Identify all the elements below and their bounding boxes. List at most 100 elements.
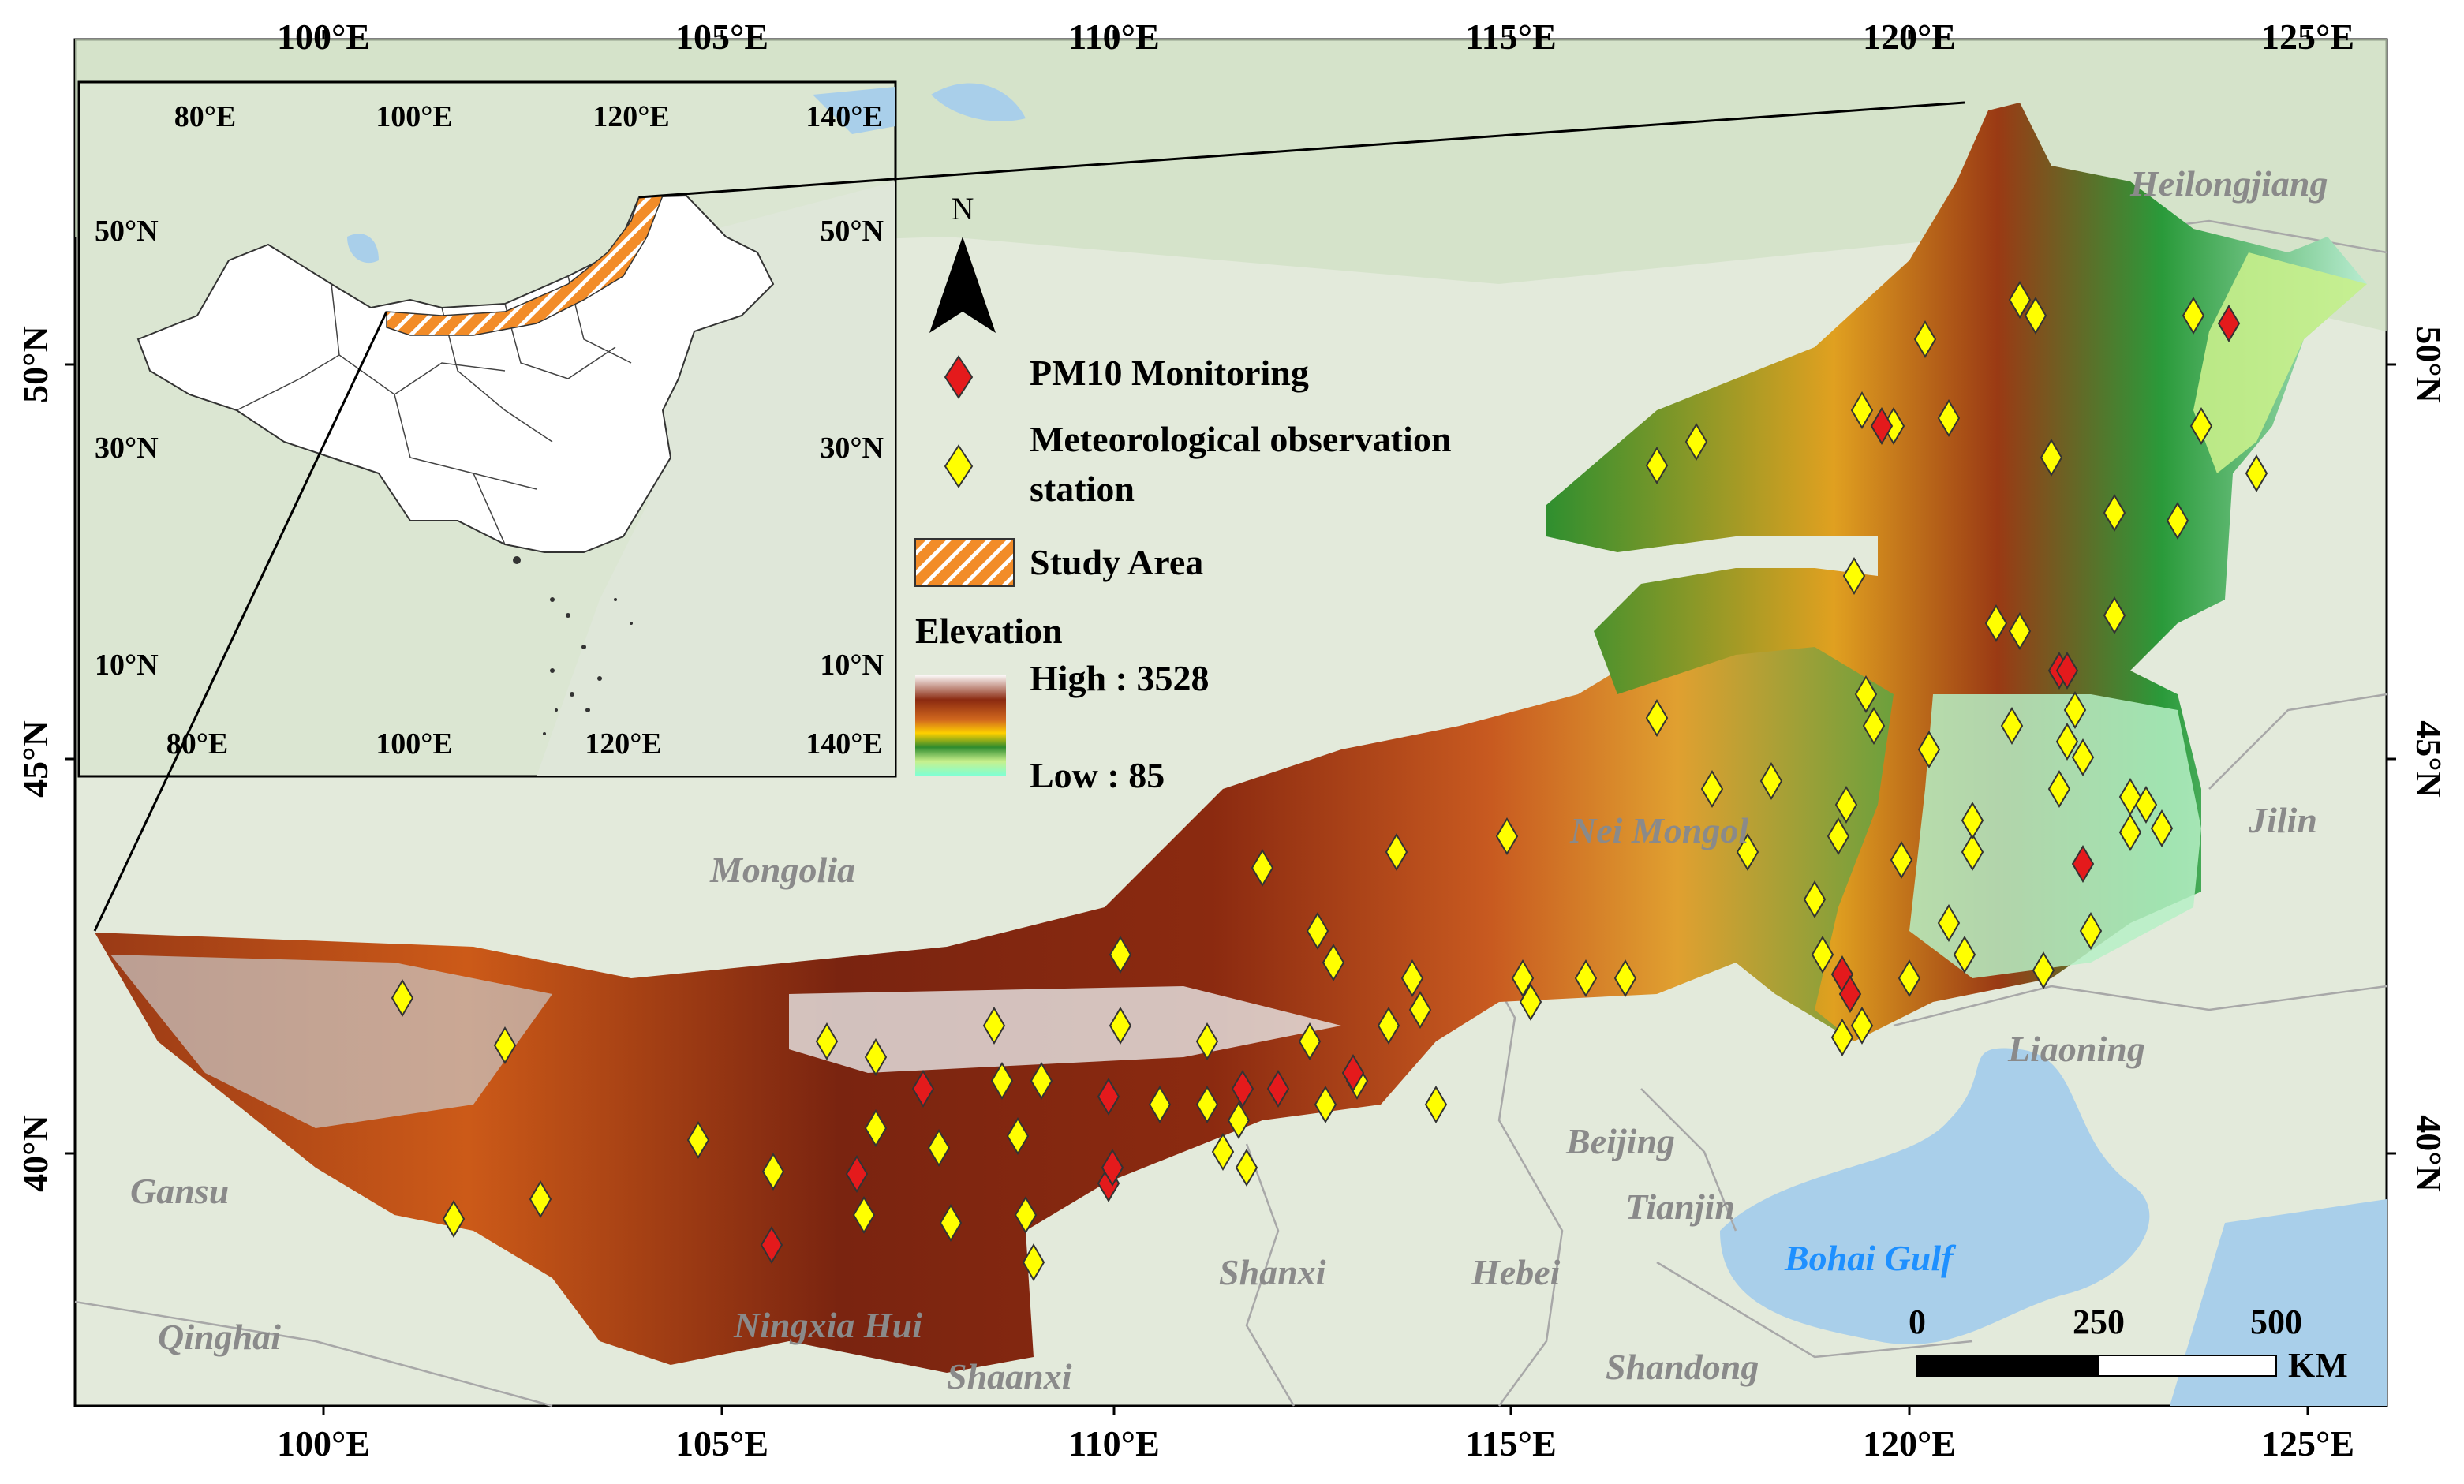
inset-sea bbox=[537, 181, 895, 776]
region-label: Jilin bbox=[2248, 800, 2317, 840]
met-station-marker bbox=[1574, 959, 1598, 997]
met-station-marker bbox=[1827, 817, 1850, 855]
bottom-tick-label: 115°E bbox=[1465, 1423, 1557, 1463]
sea-east-water bbox=[2170, 1199, 2387, 1406]
met-station-marker bbox=[1700, 770, 1724, 808]
met-station-marker bbox=[1759, 762, 1783, 800]
pm10-legend-icon bbox=[944, 355, 974, 399]
inset-study-area bbox=[386, 195, 664, 336]
met-station-marker bbox=[1811, 936, 1834, 974]
study-area-terrain bbox=[95, 103, 2367, 1373]
bottom-tick-label: 100°E bbox=[277, 1423, 370, 1463]
terrain-east-yellow bbox=[2193, 252, 2367, 473]
met-station-marker bbox=[1850, 1007, 1874, 1045]
met-station-marker bbox=[982, 1007, 1006, 1045]
met-station-marker bbox=[1854, 675, 1878, 713]
region-label: Qinghai bbox=[158, 1317, 281, 1357]
left-tick-label: 50°N bbox=[15, 326, 55, 403]
met-station-marker bbox=[2103, 494, 2126, 532]
elevation-title: Elevation bbox=[915, 611, 1063, 651]
outer-ticks bbox=[65, 30, 2396, 1415]
inset-water-north bbox=[813, 87, 895, 134]
scale-label: 0 bbox=[1909, 1303, 1926, 1341]
met-station-marker bbox=[815, 1022, 839, 1060]
lake-north bbox=[931, 83, 1026, 121]
met-station-marker bbox=[1961, 833, 1984, 871]
met-station-marker bbox=[2024, 297, 2047, 335]
elevation-ramp bbox=[915, 675, 1006, 776]
met-station-marker bbox=[1022, 1243, 1045, 1281]
pm10-station-marker bbox=[2055, 652, 2079, 690]
elevation-low-label: Low : 85 bbox=[1030, 755, 1165, 795]
met-station-marker bbox=[1377, 1007, 1400, 1045]
met-station-marker bbox=[1424, 1086, 1448, 1123]
met-station-marker bbox=[1511, 959, 1535, 997]
met-station-marker bbox=[1984, 604, 2008, 642]
pm10-station-marker bbox=[2071, 845, 2095, 883]
met-station-marker bbox=[2008, 612, 2032, 650]
terrain-west bbox=[95, 584, 1957, 1373]
met-station-marker bbox=[1195, 1022, 1219, 1060]
met-station-marker bbox=[2166, 502, 2189, 540]
scale-label: 500 bbox=[2250, 1303, 2302, 1341]
right-tick-label: 45°N bbox=[2409, 720, 2449, 798]
met-station-marker bbox=[1298, 1022, 1322, 1060]
met-station-marker bbox=[1006, 1117, 1030, 1155]
study-area-legend-swatch bbox=[914, 538, 1015, 587]
inset-province-lines bbox=[236, 275, 632, 545]
pm10-station-marker bbox=[1097, 1078, 1120, 1116]
inset-bottom-tick: 140°E bbox=[806, 727, 883, 761]
met-station-marker bbox=[927, 1129, 951, 1167]
bohai-gulf-water bbox=[1720, 1048, 2150, 1345]
top-tick-label: 105°E bbox=[675, 17, 768, 57]
met-station-marker bbox=[1736, 833, 1759, 871]
right-tick-labels: 50°N 45°N 40°N bbox=[2409, 326, 2449, 1192]
region-label: Hebei bbox=[1471, 1252, 1561, 1292]
met-station-marker bbox=[2040, 439, 2063, 477]
pm10-station-marker bbox=[1231, 1070, 1254, 1108]
met-station-marker bbox=[529, 1180, 552, 1218]
pm10-station-marker bbox=[1101, 1149, 1124, 1187]
region-label: Beijing bbox=[1565, 1121, 1675, 1161]
met-station-marker bbox=[1830, 1019, 1854, 1056]
met-station-marker bbox=[1314, 1086, 1337, 1123]
region-label: Heilongjiang bbox=[2129, 163, 2328, 204]
region-label: Mongolia bbox=[709, 850, 855, 890]
inset-lake bbox=[347, 234, 379, 264]
met-station-marker bbox=[1953, 936, 1976, 974]
region-label: Shaanxi bbox=[947, 1356, 1072, 1396]
pm10-station-marker bbox=[1870, 407, 1894, 445]
met-station-marker bbox=[2008, 281, 2032, 319]
met-station-marker bbox=[1645, 447, 1669, 484]
inset-connector-lines bbox=[93, 101, 1965, 932]
met-station-marker bbox=[1937, 904, 1961, 942]
met-station-marker bbox=[1400, 959, 1424, 997]
met-station-marker bbox=[864, 1109, 888, 1147]
met-station-marker bbox=[1148, 1086, 1172, 1123]
pm10-station-marker bbox=[911, 1070, 935, 1108]
met-station-marker bbox=[1322, 944, 1345, 981]
met-station-marker bbox=[1803, 880, 1827, 918]
elevation-high-label: High : 3528 bbox=[1030, 658, 1209, 698]
met-station-marker bbox=[2000, 707, 2024, 745]
inset-islands bbox=[513, 556, 633, 735]
left-tick-label: 45°N bbox=[15, 720, 55, 798]
north-arrow: N bbox=[929, 191, 996, 333]
met-station-marker bbox=[2103, 596, 2126, 634]
met-station-marker bbox=[1898, 959, 1921, 997]
pm10-station-marker bbox=[760, 1226, 783, 1264]
north-label: N bbox=[952, 191, 974, 226]
bottom-tick-label: 120°E bbox=[1863, 1423, 1956, 1463]
pm10-station-marker bbox=[1341, 1054, 1365, 1092]
met-station-marker bbox=[1519, 983, 1542, 1021]
met-station-marker bbox=[2079, 912, 2103, 950]
met-station-marker bbox=[1937, 399, 1961, 437]
left-tick-label: 40°N bbox=[15, 1115, 55, 1192]
met-station-marker bbox=[761, 1153, 785, 1191]
left-tick-labels: 50°N 45°N 40°N bbox=[15, 326, 55, 1192]
pm10-station-marker bbox=[1838, 975, 1862, 1013]
pm10-station-marker bbox=[845, 1155, 869, 1193]
study-area-legend-label: Study Area bbox=[1030, 542, 1203, 582]
inset-bottom-tick: 80°E bbox=[166, 727, 229, 761]
scale-label: 250 bbox=[2073, 1303, 2125, 1341]
